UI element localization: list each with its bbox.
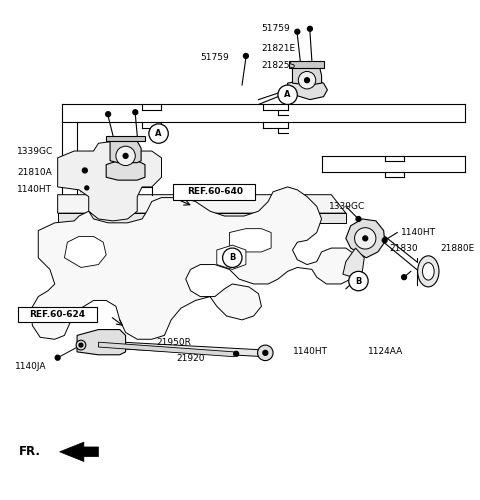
- Circle shape: [355, 228, 376, 249]
- Text: REF.60-640: REF.60-640: [187, 188, 243, 196]
- Circle shape: [278, 85, 297, 104]
- Text: 21830: 21830: [389, 244, 418, 252]
- Polygon shape: [229, 228, 271, 252]
- Polygon shape: [346, 219, 384, 258]
- Circle shape: [258, 345, 273, 360]
- Ellipse shape: [418, 256, 439, 287]
- Circle shape: [263, 350, 268, 356]
- Text: 51759: 51759: [262, 24, 290, 34]
- Polygon shape: [110, 138, 141, 162]
- Polygon shape: [98, 342, 234, 356]
- Text: 21821E: 21821E: [262, 44, 296, 52]
- Polygon shape: [343, 248, 364, 277]
- Text: 1140HT: 1140HT: [292, 348, 327, 356]
- Polygon shape: [58, 194, 346, 213]
- FancyBboxPatch shape: [18, 307, 97, 322]
- Circle shape: [382, 238, 387, 242]
- Circle shape: [243, 54, 248, 59]
- Polygon shape: [58, 142, 161, 221]
- Text: 21825S: 21825S: [262, 61, 296, 70]
- Circle shape: [106, 112, 110, 116]
- Circle shape: [149, 124, 168, 144]
- Circle shape: [123, 154, 128, 158]
- Circle shape: [116, 146, 135, 166]
- Circle shape: [305, 78, 310, 82]
- Polygon shape: [58, 213, 346, 223]
- FancyBboxPatch shape: [173, 184, 254, 200]
- Polygon shape: [87, 340, 265, 356]
- Circle shape: [76, 340, 86, 350]
- Polygon shape: [288, 61, 324, 68]
- Text: 21880E: 21880E: [440, 244, 474, 252]
- Text: REF.60-624: REF.60-624: [30, 310, 86, 318]
- Text: 1140JA: 1140JA: [15, 362, 47, 371]
- Ellipse shape: [422, 262, 434, 280]
- Text: B: B: [355, 276, 361, 285]
- Text: 1140HT: 1140HT: [401, 228, 436, 237]
- Polygon shape: [64, 236, 106, 268]
- Circle shape: [363, 236, 368, 241]
- Circle shape: [55, 356, 60, 360]
- Polygon shape: [60, 442, 98, 462]
- Circle shape: [79, 343, 83, 347]
- Circle shape: [298, 72, 316, 89]
- Polygon shape: [31, 187, 359, 340]
- Circle shape: [308, 26, 312, 31]
- Text: A: A: [284, 90, 291, 100]
- Circle shape: [356, 216, 361, 222]
- Text: A: A: [156, 129, 162, 138]
- Polygon shape: [106, 160, 145, 180]
- Polygon shape: [292, 64, 322, 85]
- Circle shape: [234, 352, 239, 356]
- Text: B: B: [229, 254, 236, 262]
- Text: 21950R: 21950R: [156, 338, 192, 346]
- Polygon shape: [106, 136, 145, 141]
- Text: FR.: FR.: [19, 446, 41, 458]
- Circle shape: [402, 274, 407, 280]
- Polygon shape: [77, 330, 126, 355]
- Circle shape: [133, 110, 138, 114]
- Text: 21810A: 21810A: [17, 168, 52, 177]
- Text: 1339GC: 1339GC: [17, 146, 53, 156]
- Circle shape: [223, 248, 242, 268]
- Polygon shape: [217, 245, 246, 270]
- Circle shape: [83, 168, 87, 173]
- Circle shape: [295, 30, 300, 34]
- Text: 21920: 21920: [176, 354, 204, 363]
- Text: 1124AA: 1124AA: [368, 348, 403, 356]
- Polygon shape: [288, 79, 327, 100]
- Text: 1339GC: 1339GC: [329, 202, 366, 211]
- Text: 51759: 51759: [200, 54, 229, 62]
- Text: 1140HT: 1140HT: [17, 186, 52, 194]
- Circle shape: [356, 274, 361, 280]
- Circle shape: [349, 272, 368, 291]
- Circle shape: [85, 186, 89, 190]
